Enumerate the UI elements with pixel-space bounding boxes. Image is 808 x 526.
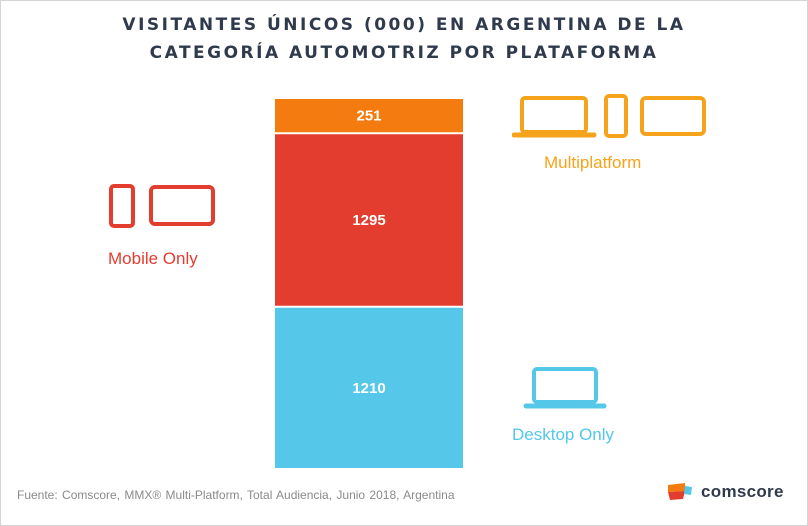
data-label-multiplatform: 251 bbox=[356, 108, 381, 125]
data-label-mobile-only: 1295 bbox=[352, 212, 385, 229]
bar-segment-mobile-only bbox=[275, 134, 463, 306]
tablet-icon bbox=[640, 96, 706, 136]
source-note: Fuente: Comscore, MMX® Multi-Platform, T… bbox=[17, 488, 455, 502]
phone-icon bbox=[604, 94, 628, 138]
phone-icon bbox=[109, 184, 135, 228]
brand: comscore bbox=[665, 482, 784, 502]
bar-segment-multiplatform bbox=[275, 99, 463, 133]
data-label-desktop-only: 1210 bbox=[352, 380, 385, 397]
title-line-1: VISITANTES ÚNICOS (000) EN ARGENTINA DE … bbox=[122, 15, 686, 35]
bar-segment-desktop-only bbox=[275, 307, 463, 468]
legend-mobile-only-label: Mobile Only bbox=[108, 249, 198, 268]
chart-title: VISITANTES ÚNICOS (000) EN ARGENTINA DE … bbox=[1, 11, 807, 67]
title-line-2: CATEGORÍA AUTOMOTRIZ POR PLATAFORMA bbox=[149, 43, 659, 63]
multiplatform-icons bbox=[512, 94, 706, 138]
laptop-icon bbox=[523, 367, 607, 409]
legend-desktop-only-label: Desktop Only bbox=[512, 425, 615, 444]
laptop-icon bbox=[512, 96, 597, 138]
brand-name: comscore bbox=[701, 482, 784, 501]
comscore-logo-icon bbox=[668, 483, 692, 500]
desktop-only-icons bbox=[523, 367, 607, 409]
tablet-icon bbox=[149, 185, 215, 226]
legend-multiplatform-label: Multiplatform bbox=[544, 153, 642, 172]
mobile-only-icons bbox=[109, 184, 215, 228]
